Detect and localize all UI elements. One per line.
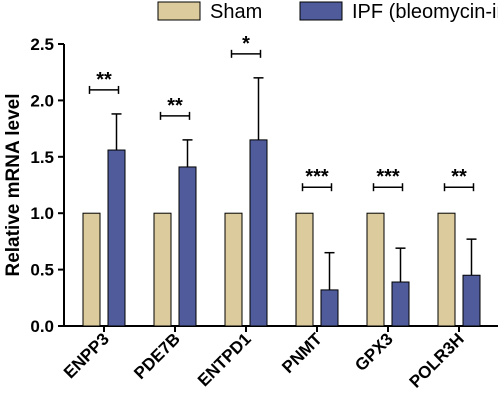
bar-sham	[224, 212, 243, 327]
bar-ipf	[107, 149, 126, 327]
y-axis-label: Relative mRNA level	[3, 93, 24, 276]
significance-label: ***	[376, 166, 400, 188]
significance-label: ***	[305, 166, 329, 188]
bar-ipf	[391, 281, 410, 327]
y-tick-label: 2.5	[30, 35, 54, 54]
legend-label-sham: Sham	[210, 1, 262, 23]
x-tick-label: PDE7B	[130, 329, 184, 383]
legend-swatch-ipf	[299, 1, 343, 21]
y-tick-label: 1.0	[30, 204, 54, 223]
bar-ipf	[462, 274, 481, 327]
bar-sham	[295, 212, 314, 327]
significance-label: *	[242, 33, 250, 55]
legend-label-ipf: IPF (bleomycin-induced)	[352, 1, 498, 23]
y-tick-label: 1.5	[30, 148, 54, 167]
significance-label: **	[451, 166, 467, 188]
bar-ipf	[178, 166, 197, 327]
bar-sham	[366, 212, 385, 327]
x-tick-label: ENPP3	[60, 329, 113, 382]
y-tick-label: 0.5	[30, 261, 54, 280]
significance-label: **	[167, 95, 183, 117]
y-tick-label: 2.0	[30, 91, 54, 110]
legend-swatch-sham	[157, 1, 201, 21]
legend: Sham IPF (bleomycin-induced)	[157, 1, 498, 23]
x-tick-label: POLR3H	[406, 329, 468, 391]
bar-sham	[437, 212, 456, 327]
plot-area: 0.0 0.5 1.0 1.5 2.0 2.5 ENPP3 ** PDE7B ** ENTPD1 * P…	[30, 33, 498, 392]
y-tick-label: 0.0	[30, 317, 54, 336]
x-tick-label: GPX3	[351, 329, 397, 375]
bar-ipf	[249, 139, 268, 327]
bar-sham	[82, 212, 101, 327]
x-tick-label: PNMT	[278, 329, 326, 377]
x-tick-label: ENTPD1	[194, 329, 255, 390]
significance-label: **	[96, 69, 112, 91]
bar-sham	[153, 212, 172, 327]
bar-ipf	[320, 289, 339, 327]
